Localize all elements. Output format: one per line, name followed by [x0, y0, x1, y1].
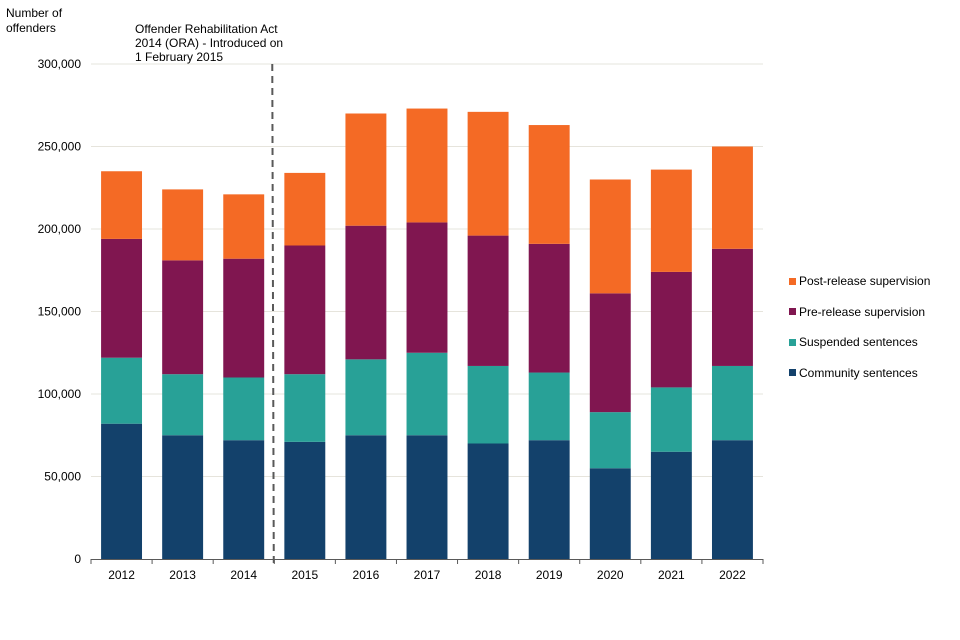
bar-pre-release-supervision-2017	[406, 222, 448, 353]
bar-community-sentences-2015	[284, 441, 326, 559]
bar-suspended-sentences-2020	[589, 412, 631, 469]
bar-community-sentences-2017	[406, 435, 448, 559]
bar-post-release-supervision-2015	[284, 172, 326, 246]
bar-pre-release-supervision-2013	[162, 260, 204, 375]
y-tick-label: 200,000	[38, 222, 82, 236]
bar-pre-release-supervision-2020	[589, 293, 631, 413]
x-tick-label: 2015	[291, 568, 318, 582]
bars	[101, 108, 753, 559]
x-tick-label: 2012	[108, 568, 135, 582]
legend-item-post-release-supervision: Post-release supervision	[789, 266, 930, 297]
ora-dashed-line	[271, 63, 275, 564]
bar-suspended-sentences-2019	[528, 372, 570, 441]
bar-post-release-supervision-2022	[711, 146, 753, 249]
bar-community-sentences-2020	[589, 468, 631, 559]
bar-community-sentences-2014	[223, 440, 265, 559]
bar-suspended-sentences-2022	[711, 365, 753, 441]
bar-community-sentences-2021	[650, 451, 692, 559]
bar-post-release-supervision-2019	[528, 125, 570, 244]
bar-post-release-supervision-2014	[223, 194, 265, 259]
bar-stack-2022	[711, 146, 753, 559]
x-tick-label: 2021	[658, 568, 685, 582]
x-tick-label: 2020	[597, 568, 624, 582]
x-tick-label: 2014	[230, 568, 257, 582]
annotation-line-group	[271, 63, 275, 564]
legend-swatch-icon	[789, 308, 796, 316]
bar-suspended-sentences-2015	[284, 374, 326, 442]
bar-post-release-supervision-2020	[589, 179, 631, 294]
x-tick-label: 2018	[475, 568, 502, 582]
bar-stack-2020	[589, 179, 631, 559]
bar-suspended-sentences-2012	[101, 357, 143, 424]
legend: Post-release supervision Pre-release supe…	[789, 266, 930, 388]
y-axis-ticks: 0 50,000 100,000 150,000 200,000 250,000 300,0…	[38, 57, 82, 566]
bar-suspended-sentences-2016	[345, 359, 387, 436]
bar-stack-2021	[650, 169, 692, 559]
x-tick-label: 2016	[353, 568, 380, 582]
bar-post-release-supervision-2013	[162, 189, 204, 261]
legend-item-pre-release-supervision: Pre-release supervision	[789, 297, 930, 328]
bar-post-release-supervision-2016	[345, 113, 387, 226]
bar-stack-2016	[345, 113, 387, 559]
bar-suspended-sentences-2018	[467, 365, 509, 444]
bar-pre-release-supervision-2015	[284, 245, 326, 375]
x-tick-label: 2022	[719, 568, 746, 582]
y-tick-label: 250,000	[38, 140, 82, 154]
bar-post-release-supervision-2021	[650, 169, 692, 272]
bar-post-release-supervision-2018	[467, 111, 509, 236]
y-tick-label: 300,000	[38, 57, 82, 71]
bar-suspended-sentences-2014	[223, 377, 265, 441]
bar-stack-2014	[223, 194, 265, 559]
bar-stack-2019	[528, 125, 570, 559]
bar-stack-2013	[162, 189, 204, 559]
bar-post-release-supervision-2012	[101, 171, 143, 239]
bar-stack-2015	[284, 172, 326, 559]
bar-suspended-sentences-2017	[406, 352, 448, 436]
bar-suspended-sentences-2013	[162, 374, 204, 436]
ora-annotation: Offender Rehabilitation Act 2014 (ORA) -…	[135, 22, 284, 64]
bar-community-sentences-2018	[467, 443, 509, 559]
bar-community-sentences-2022	[711, 440, 753, 559]
bar-community-sentences-2016	[345, 435, 387, 559]
bar-pre-release-supervision-2016	[345, 225, 387, 360]
x-axis: 2012 2013 2014 2015 2016 2017 2018 2019 2020 2021…	[90, 559, 764, 582]
bar-pre-release-supervision-2021	[650, 271, 692, 388]
legend-label: Post-release supervision	[799, 274, 931, 289]
bar-pre-release-supervision-2022	[711, 248, 753, 366]
legend-label: Community sentences	[799, 365, 918, 380]
bar-pre-release-supervision-2018	[467, 235, 509, 366]
bar-community-sentences-2019	[528, 440, 570, 559]
legend-swatch-icon	[789, 369, 796, 377]
legend-item-suspended-sentences: Suspended sentences	[789, 327, 930, 358]
legend-label: Suspended sentences	[799, 335, 918, 350]
y-tick-label: 0	[74, 552, 81, 566]
bar-stack-2018	[467, 111, 509, 559]
bar-pre-release-supervision-2012	[101, 238, 143, 358]
legend-item-community-sentences: Community sentences	[789, 358, 930, 389]
legend-label: Pre-release supervision	[799, 304, 926, 319]
bar-community-sentences-2012	[101, 423, 143, 559]
x-tick-label: 2017	[414, 568, 441, 582]
x-tick-label: 2019	[536, 568, 563, 582]
legend-swatch-icon	[789, 338, 796, 346]
bar-pre-release-supervision-2019	[528, 243, 570, 373]
bar-stack-2012	[101, 171, 143, 559]
y-tick-label: 100,000	[38, 387, 82, 401]
x-tick-label: 2013	[169, 568, 196, 582]
y-tick-label: 150,000	[38, 305, 82, 319]
bar-suspended-sentences-2021	[650, 387, 692, 452]
bar-community-sentences-2013	[162, 435, 204, 559]
bar-pre-release-supervision-2014	[223, 258, 265, 378]
y-tick-label: 50,000	[44, 470, 81, 484]
bar-post-release-supervision-2017	[406, 108, 448, 223]
legend-swatch-icon	[789, 277, 796, 285]
y-axis-label: Number of offenders	[6, 6, 63, 35]
bar-stack-2017	[406, 108, 448, 559]
